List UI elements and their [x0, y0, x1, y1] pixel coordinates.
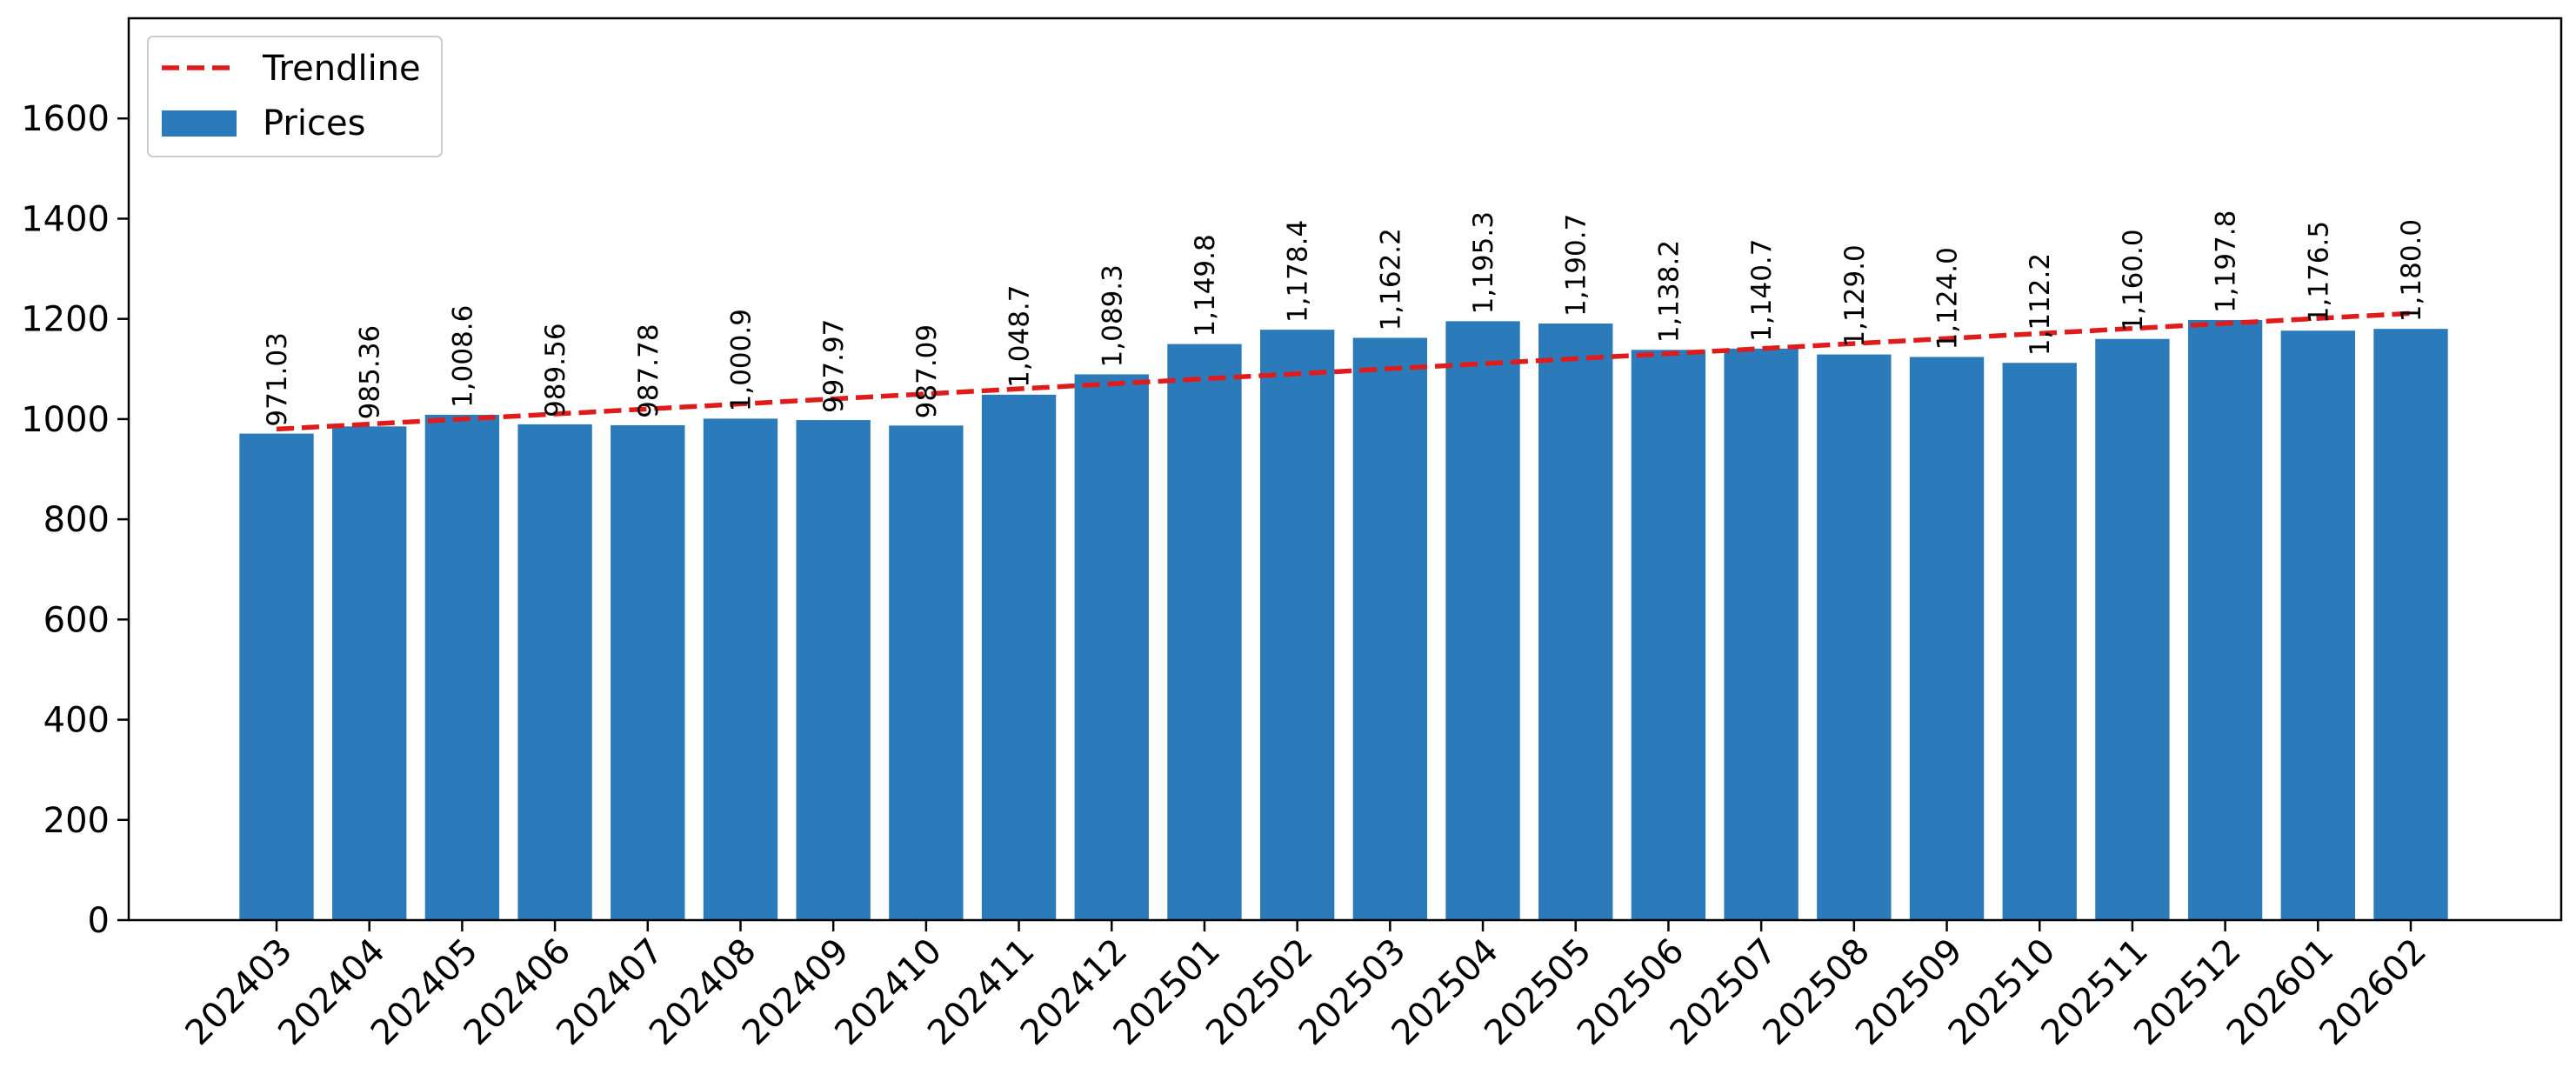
- data-label-202408: 1,000.9: [725, 309, 757, 411]
- y-tick-label: 0: [88, 901, 110, 941]
- y-tick-label: 800: [43, 500, 110, 540]
- data-label-202504: 1,195.3: [1468, 211, 1499, 314]
- data-label-202412: 1,089.3: [1097, 264, 1128, 367]
- data-labels-layer: 971.03 985.36 1,008.6 989.56 987.78 1,000.9 99…: [262, 210, 2427, 427]
- bar-202509: [1909, 357, 1985, 920]
- bar-202507: [1724, 348, 1799, 920]
- bar-202504: [1445, 321, 1520, 920]
- data-label-202403: 971.03: [262, 332, 293, 426]
- bar-202408: [703, 418, 778, 921]
- data-label-202406: 989.56: [540, 323, 571, 417]
- y-tick-label: 1600: [21, 99, 110, 139]
- legend-prices-label: Prices: [263, 103, 365, 143]
- bar-202405: [424, 414, 500, 920]
- data-label-202510: 1,112.2: [2025, 253, 2056, 356]
- y-tick-label: 1000: [21, 400, 110, 440]
- bar-202403: [239, 433, 314, 920]
- bar-202508: [1817, 354, 1892, 920]
- bars-layer: [239, 319, 2448, 921]
- bar-202503: [1352, 337, 1428, 920]
- data-label-202508: 1,129.0: [1839, 244, 1871, 347]
- data-label-202511: 1,160.0: [2118, 229, 2149, 331]
- data-label-202512: 1,197.8: [2211, 210, 2242, 313]
- data-label-202506: 1,138.2: [1653, 240, 1685, 343]
- y-tick-label: 600: [43, 600, 110, 640]
- data-label-202409: 997.97: [818, 319, 850, 413]
- data-label-202501: 1,149.8: [1190, 234, 1221, 337]
- bar-202407: [611, 424, 685, 920]
- y-tick-label: 200: [43, 801, 110, 841]
- bar-202601: [2280, 330, 2355, 920]
- data-label-202410: 987.09: [911, 324, 943, 418]
- y-tick-label: 1200: [21, 300, 110, 340]
- data-label-202505: 1,190.7: [1561, 214, 1592, 317]
- data-label-202411: 1,048.7: [1004, 285, 1036, 388]
- bar-202602: [2373, 329, 2448, 920]
- bar-202512: [2187, 319, 2263, 921]
- plot-frame: [127, 17, 2563, 922]
- data-label-202503: 1,162.2: [1375, 228, 1406, 330]
- data-label-202601: 1,176.5: [2303, 221, 2334, 324]
- data-label-202509: 1,124.0: [1932, 247, 1964, 350]
- legend: Trendline Prices: [147, 36, 443, 157]
- data-label-202407: 987.78: [633, 324, 664, 417]
- trendline: [276, 310, 2412, 432]
- data-label-202507: 1,140.7: [1746, 239, 1778, 342]
- bar-202505: [1538, 324, 1613, 920]
- data-label-202602: 1,180.0: [2396, 219, 2427, 322]
- bar-202510: [2002, 363, 2077, 920]
- bar-202409: [796, 420, 871, 921]
- bar-202502: [1259, 330, 1335, 920]
- data-label-202405: 1,008.6: [447, 305, 478, 408]
- legend-trendline-label: Trendline: [262, 49, 421, 89]
- bar-202406: [517, 424, 592, 920]
- legend-prices-swatch: [162, 110, 237, 137]
- bar-202511: [2095, 338, 2170, 920]
- bar-202506: [1631, 350, 1706, 920]
- bar-202501: [1167, 344, 1242, 921]
- bar-202412: [1074, 374, 1149, 921]
- trendline-layer: [276, 310, 2412, 432]
- y-tick-label: 1400: [21, 199, 110, 239]
- bar-202411: [981, 394, 1057, 920]
- bar-202404: [332, 426, 407, 921]
- bar-202410: [889, 425, 964, 920]
- data-label-202502: 1,178.4: [1283, 220, 1314, 323]
- data-label-202404: 985.36: [355, 325, 386, 419]
- y-tick-label: 400: [43, 701, 110, 741]
